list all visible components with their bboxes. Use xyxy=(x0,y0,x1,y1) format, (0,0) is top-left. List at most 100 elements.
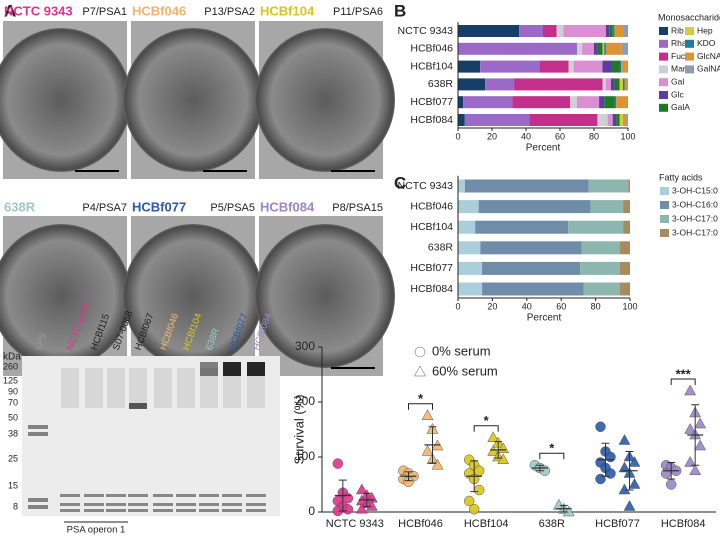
legend-label: GlcNAc xyxy=(697,51,720,61)
cell xyxy=(255,224,395,368)
significance-label: *** xyxy=(676,366,692,381)
bar-segment xyxy=(619,114,623,126)
bar-segment xyxy=(573,60,603,73)
bar-segment xyxy=(614,25,623,37)
legend-title: Monosaccharides xyxy=(658,12,720,22)
legend-label: GalA xyxy=(671,102,690,112)
bar-segment xyxy=(464,179,589,193)
legend-label: GalNAc xyxy=(697,64,720,74)
x-axis-label: Percent xyxy=(527,313,562,324)
data-point xyxy=(618,461,631,473)
legend-swatch xyxy=(659,91,668,99)
gel-band xyxy=(84,494,104,497)
legend-label: Fuc xyxy=(671,51,686,61)
gel-band xyxy=(60,494,80,497)
legend-marker xyxy=(414,346,426,358)
x-tick-label: 0 xyxy=(455,131,460,141)
gel-band xyxy=(222,509,242,512)
legend-swatch xyxy=(685,27,694,35)
significance-bracket xyxy=(670,378,696,385)
legend-label: Hep xyxy=(697,25,713,35)
bar-segment xyxy=(563,25,606,37)
bar-segment xyxy=(458,282,483,296)
bar-segment xyxy=(463,96,513,109)
bar-segment xyxy=(623,220,630,234)
gel-band xyxy=(60,509,80,512)
bar-segment xyxy=(624,78,628,91)
legend-label: Rib xyxy=(671,25,684,35)
gel-band xyxy=(153,509,173,512)
gel xyxy=(22,356,280,516)
category-label: NCTC 9343 xyxy=(398,25,454,37)
bar-segment xyxy=(577,96,600,109)
kda-marker: 50 xyxy=(8,412,18,422)
x-tick-label: 0 xyxy=(455,301,460,311)
bar-segment xyxy=(614,78,620,91)
x-tick-label: 40 xyxy=(521,131,531,141)
bar-segment xyxy=(464,114,530,126)
significance-bracket xyxy=(539,452,565,460)
data-point xyxy=(332,458,344,469)
gel-band xyxy=(106,494,126,497)
y-tick-label: 300 xyxy=(295,339,315,353)
gel-band xyxy=(28,505,48,509)
x-tick-label: HCBf104 xyxy=(464,518,509,530)
panel-label: A xyxy=(4,1,16,20)
kda-marker: 260 xyxy=(3,361,18,371)
bar-segment xyxy=(512,96,571,109)
bar-segment xyxy=(623,200,630,214)
data-point xyxy=(487,444,500,456)
kda-label: kDa xyxy=(3,352,21,363)
panel-label: C xyxy=(394,173,406,192)
data-point xyxy=(342,504,354,515)
significance-bracket xyxy=(473,425,499,432)
gel-band xyxy=(247,362,265,376)
data-point xyxy=(355,483,368,495)
bar-segment xyxy=(622,25,628,37)
significance-label: * xyxy=(484,413,490,428)
kda-marker: 15 xyxy=(8,480,18,490)
bar-segment xyxy=(597,42,603,55)
legend-label: 3-OH-C17:0 (2) xyxy=(672,227,720,237)
x-tick-label: NCTC 9343 xyxy=(326,518,384,530)
bar-segment xyxy=(482,261,581,275)
gel-band xyxy=(222,503,242,506)
legend-label: Glc xyxy=(671,89,685,99)
legend-swatch xyxy=(660,215,669,223)
bar-segment xyxy=(602,60,611,73)
bar-segment xyxy=(621,60,628,73)
kda-marker: 125 xyxy=(3,375,18,385)
legend-title: Fatty acids xyxy=(659,172,703,182)
gel-band xyxy=(199,509,219,512)
data-point xyxy=(665,479,677,490)
category-label: HCBf104 xyxy=(410,221,453,233)
strain-label: HCBf046 xyxy=(132,3,186,18)
x-tick-label: 40 xyxy=(522,301,532,311)
x-tick-label: HCBf046 xyxy=(398,518,443,530)
bar-segment xyxy=(612,114,617,126)
data-point xyxy=(618,433,631,445)
gel-band xyxy=(106,503,126,506)
bar-segment xyxy=(529,114,598,126)
significance-bracket xyxy=(408,403,433,410)
operon-label: P7/PSA1 xyxy=(82,6,127,18)
x-tick-label: 20 xyxy=(487,301,497,311)
gel-smear xyxy=(154,368,172,408)
gel-band xyxy=(28,498,48,502)
data-point xyxy=(694,439,707,451)
x-tick-label: HCBf077 xyxy=(595,518,640,530)
bar-segment xyxy=(458,96,464,109)
gel-band xyxy=(246,503,266,506)
data-point xyxy=(421,409,434,420)
bar-segment xyxy=(519,25,543,37)
operon-label: P5/PSA5 xyxy=(210,202,255,214)
bar-segment xyxy=(556,25,564,37)
cell xyxy=(255,28,395,172)
legend-swatch xyxy=(659,78,668,87)
bar-segment xyxy=(612,25,615,37)
bar-segment xyxy=(611,60,620,73)
data-point xyxy=(684,422,697,434)
gel-band xyxy=(28,425,48,429)
bar-segment xyxy=(621,42,628,55)
category-label: 638R xyxy=(428,242,454,254)
